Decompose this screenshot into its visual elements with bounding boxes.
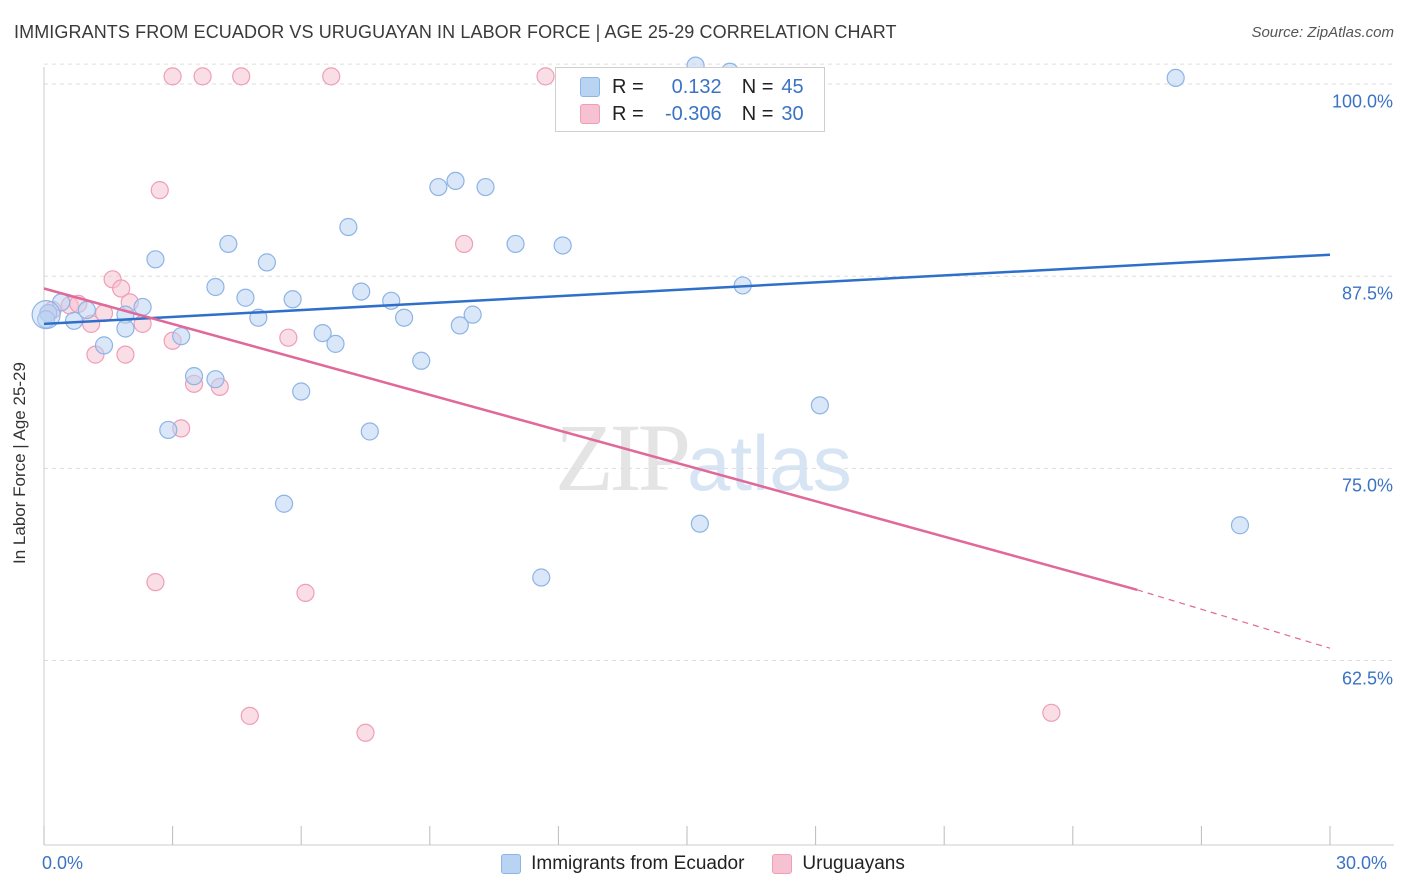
legend-item-uruguayans[interactable]: Uruguayans [772, 853, 905, 875]
uruguayans-swatch [580, 104, 600, 124]
ecuador-r-value: 0.132 [671, 75, 722, 98]
data-point [810, 396, 829, 415]
data-point [240, 706, 259, 725]
watermark-atlas: atlas [687, 419, 852, 507]
data-point [454, 234, 474, 254]
watermark-zip: ZIP [555, 404, 691, 511]
data-point [429, 177, 448, 197]
data-point [360, 422, 379, 441]
ecuador-legend-label: Immigrants from Ecuador [531, 853, 745, 874]
data-point [184, 367, 204, 386]
data-point [553, 236, 572, 255]
data-point [112, 279, 131, 298]
data-point [279, 328, 298, 347]
axes [43, 67, 1394, 846]
data-point [450, 316, 469, 335]
data-point [77, 300, 96, 320]
stats-legend-row-ecuador: R = 0.132 N = 45 [580, 75, 804, 99]
data-point [532, 568, 551, 587]
data-point [292, 382, 311, 401]
n-label: N = [741, 75, 774, 98]
uruguayans-points [39, 67, 1061, 742]
data-point [163, 67, 182, 86]
data-point [193, 67, 212, 86]
data-point [146, 573, 165, 592]
data-point [322, 67, 341, 86]
data-point [283, 290, 302, 309]
data-point [352, 282, 371, 301]
watermark: ZIPatlas [555, 402, 852, 513]
ecuador-trend-line [43, 253, 1331, 326]
y-tick-label: 87.5% [1341, 283, 1393, 304]
uruguayans-r-value: -0.306 [664, 102, 722, 125]
legend-item-ecuador[interactable]: Immigrants from Ecuador [501, 853, 744, 875]
data-point [150, 181, 169, 200]
data-point [257, 253, 277, 272]
data-point [690, 514, 709, 533]
data-point [394, 308, 414, 327]
data-point [296, 583, 315, 602]
data-point [219, 234, 238, 254]
x-tick-label-max: 30.0% [1336, 853, 1388, 873]
grid-lines [44, 63, 1394, 662]
ecuador-swatch [580, 77, 600, 97]
data-point [159, 420, 178, 440]
data-point [274, 494, 294, 513]
data-point [1230, 516, 1250, 535]
data-point [236, 288, 255, 307]
ecuador-legend-swatch [501, 854, 522, 874]
data-point [1166, 68, 1185, 88]
data-point [446, 171, 465, 191]
r-label: R = [612, 102, 644, 125]
uruguayans-n-value: 30 [781, 102, 804, 125]
data-point [116, 345, 135, 364]
data-point [116, 319, 135, 338]
data-point [232, 67, 251, 86]
data-point [536, 67, 555, 86]
x-tick-label-min: 0.0% [42, 853, 84, 873]
series-legend: Immigrants from Ecuador Uruguayans [0, 853, 1406, 875]
data-point [94, 336, 114, 355]
r-label: R = [612, 75, 644, 98]
stats-legend: R = 0.132 N = 45 R = -0.306 N = 30 [555, 67, 825, 132]
data-point [326, 334, 345, 353]
data-point [339, 217, 358, 237]
data-point [146, 250, 165, 269]
n-label: N = [741, 102, 774, 125]
data-point [356, 723, 375, 742]
y-tick-label: 62.5% [1341, 668, 1393, 689]
data-point-cluster [31, 300, 61, 330]
data-point [206, 277, 225, 297]
data-point [506, 234, 525, 254]
data-point [313, 323, 332, 343]
uruguayans-legend-swatch [772, 854, 793, 874]
data-point [206, 370, 225, 389]
ecuador-n-value: 45 [781, 75, 804, 98]
source-label: Source: ZipAtlas.com [1251, 24, 1394, 41]
data-point [476, 177, 495, 197]
y-tick-label: 100.0% [1331, 91, 1393, 112]
uruguayans-trend-line [43, 287, 1138, 592]
uruguayans-legend-label: Uruguayans [802, 853, 905, 874]
y-axis-label: In Labor Force | Age 25-29 [10, 362, 29, 564]
uruguayans-trend-extension [1136, 589, 1331, 649]
data-point [1042, 703, 1061, 722]
data-point [463, 305, 482, 324]
data-point [412, 351, 431, 370]
trend-lines [43, 253, 1331, 649]
ecuador-points [31, 56, 1250, 587]
data-point [172, 327, 191, 346]
y-tick-label: 75.0% [1341, 475, 1393, 496]
chart-title: IMMIGRANTS FROM ECUADOR VS URUGUAYAN IN … [14, 22, 897, 42]
stats-legend-row-uruguayans: R = -0.306 N = 30 [580, 102, 804, 126]
